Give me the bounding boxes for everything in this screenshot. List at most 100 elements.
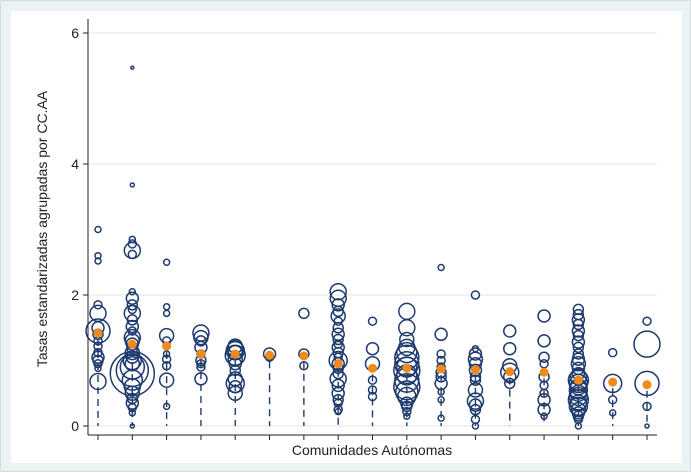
pooled-rate-marker	[573, 375, 583, 385]
data-circle	[537, 393, 551, 407]
data-circle	[468, 347, 483, 361]
data-circle	[129, 182, 136, 188]
data-circle	[572, 318, 585, 331]
data-circle	[334, 407, 342, 416]
data-circle	[158, 372, 175, 388]
data-circle	[125, 396, 140, 410]
pooled-rate-marker	[333, 359, 343, 369]
data-circle	[567, 389, 590, 411]
data-circle	[393, 356, 421, 385]
data-circle	[642, 401, 652, 412]
data-circle	[194, 372, 208, 386]
data-circle	[162, 258, 171, 266]
data-circle	[125, 291, 140, 306]
data-circle	[395, 380, 419, 404]
data-circle	[503, 341, 517, 356]
pooled-rate-marker	[402, 363, 412, 373]
data-circle	[367, 375, 378, 385]
data-circle	[602, 373, 623, 394]
data-circle	[196, 362, 206, 372]
data-circle	[228, 379, 242, 394]
data-circle	[571, 324, 586, 338]
data-circles	[85, 65, 661, 430]
data-circle	[128, 409, 137, 417]
data-circle	[130, 65, 135, 70]
data-circle	[436, 355, 446, 366]
data-circle	[332, 322, 344, 334]
data-circle	[403, 412, 411, 420]
data-circle	[124, 385, 141, 401]
data-circle	[129, 423, 136, 429]
data-circle	[262, 347, 277, 361]
data-circle	[109, 350, 156, 397]
data-circle	[469, 374, 482, 386]
data-circle	[331, 357, 345, 371]
data-circle	[434, 327, 448, 342]
data-circle	[333, 398, 343, 408]
data-circle	[500, 362, 520, 383]
data-circle	[365, 341, 380, 356]
data-circle	[568, 373, 589, 394]
data-circle	[468, 398, 483, 412]
data-circle	[93, 341, 103, 351]
pooled-rate-marker	[505, 367, 515, 377]
data-circle	[94, 364, 102, 373]
x-ticks	[97, 435, 648, 440]
data-circle	[470, 290, 481, 300]
data-circle	[634, 370, 660, 397]
data-circle	[229, 364, 241, 377]
data-circle	[469, 403, 482, 416]
data-circle	[161, 360, 172, 371]
data-circle	[570, 401, 587, 418]
pooled-rate-marker	[196, 349, 206, 359]
data-circle	[468, 363, 483, 378]
data-circle	[94, 257, 102, 265]
pooled-rate-marker	[642, 380, 652, 390]
pooled-rate-marker	[608, 377, 618, 387]
pooled-rate-marker	[162, 341, 172, 351]
data-circle	[467, 382, 484, 398]
y-axis-title: Tasas estandarizadas agrupadas por CC.AA	[34, 90, 50, 367]
data-circle	[161, 354, 172, 364]
data-circle	[397, 386, 417, 407]
data-circle	[332, 333, 344, 346]
data-circle	[196, 359, 206, 369]
data-circle	[123, 304, 142, 323]
y-tick-label: 2	[71, 287, 79, 303]
data-circle	[126, 314, 139, 326]
data-circle	[121, 369, 144, 391]
pooled-rate-marker	[368, 363, 377, 373]
data-circle	[607, 347, 618, 358]
data-circle	[572, 410, 585, 422]
data-circle	[195, 335, 207, 347]
data-circle	[540, 412, 548, 420]
pooled-rate-marker	[230, 349, 240, 359]
data-circle	[539, 359, 549, 369]
data-circle	[537, 402, 551, 417]
data-circle	[333, 404, 343, 415]
data-circle	[537, 309, 551, 323]
data-circle	[644, 423, 650, 429]
data-circle	[333, 316, 343, 326]
data-circle	[572, 348, 585, 360]
data-circle	[608, 409, 617, 417]
data-circle	[571, 335, 586, 349]
data-circle	[332, 367, 344, 380]
data-circle	[437, 388, 445, 396]
data-circle	[128, 287, 137, 296]
data-circle	[537, 334, 551, 348]
data-circle	[331, 378, 345, 393]
data-circle	[332, 394, 344, 406]
data-circle	[400, 396, 414, 410]
data-circle	[162, 309, 171, 318]
data-circle	[503, 324, 517, 338]
data-circle	[401, 400, 413, 413]
data-circle	[504, 377, 516, 390]
y-tick-label: 0	[71, 418, 79, 434]
data-circle	[398, 319, 416, 337]
data-circle	[91, 350, 105, 364]
pooled-rate-marker	[127, 339, 137, 349]
data-circle	[125, 337, 140, 351]
